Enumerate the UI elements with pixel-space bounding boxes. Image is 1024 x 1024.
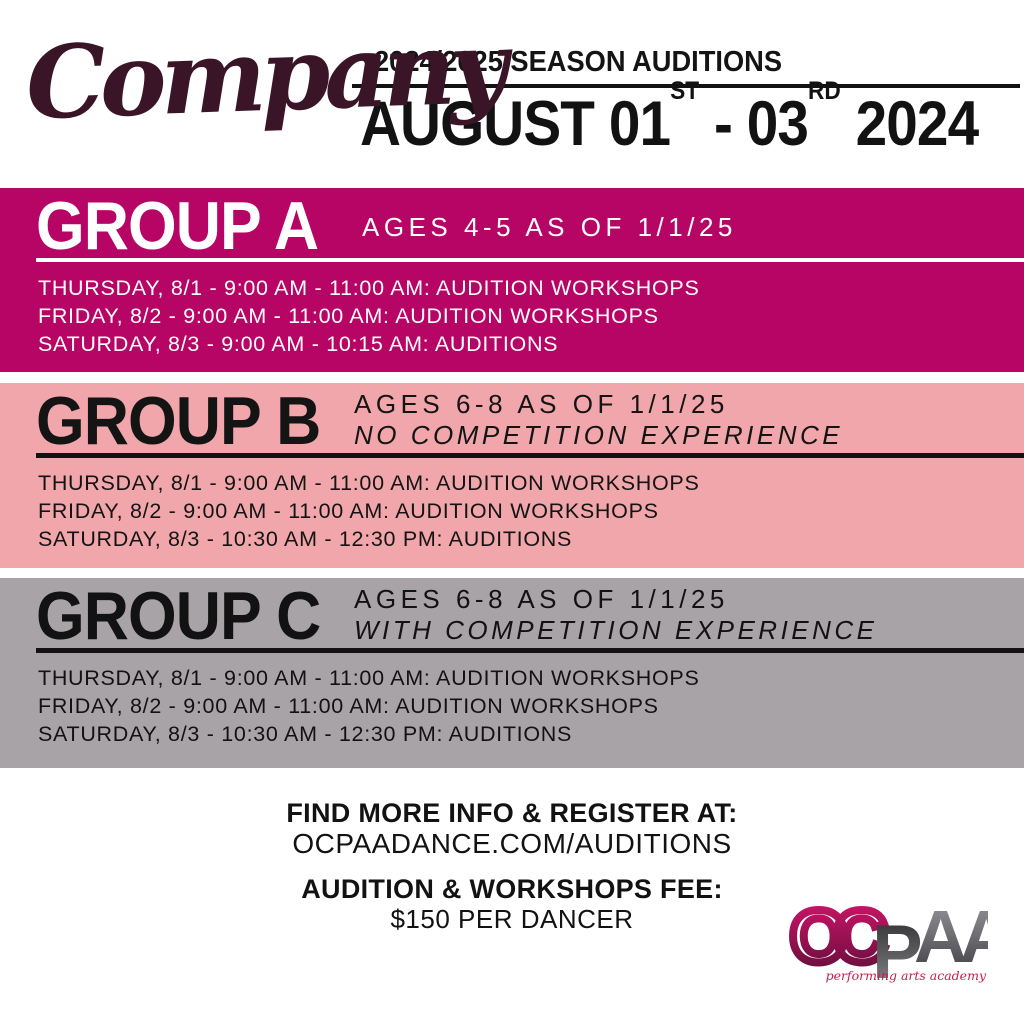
group-b-experience: NO COMPETITION EXPERIENCE [354,420,844,450]
register-url: OCPAADANCE.COM/AUDITIONS [292,828,732,859]
group-c-subtitle: AGES 6-8 AS OF 1/1/25 WITH COMPETITION E… [354,584,878,646]
logo-tagline: performing arts academy [826,968,987,983]
group-b-subtitle: AGES 6-8 AS OF 1/1/25 NO COMPETITION EXP… [354,389,843,451]
group-b-title: GROUP B [36,383,321,459]
group-c-title: GROUP C [36,578,321,654]
schedule-row: SATURDAY, 8/3 - 10:30 AM - 12:30 PM: AUD… [38,722,573,746]
company-script-logo: Company [24,7,504,143]
date-mid: - 03 [713,89,809,159]
date-prefix: AUGUST 01 [360,89,671,159]
group-c-section: GROUP C AGES 6-8 AS OF 1/1/25 WITH COMPE… [0,578,1024,768]
schedule-row: SATURDAY, 8/3 - 9:00 AM - 10:15 AM: AUDI… [38,332,559,356]
group-a-schedule: THURSDAY, 8/1 - 9:00 AM - 11:00 AM: AUDI… [38,274,699,358]
group-b-divider [36,453,1024,458]
logo-aa-letters: AA [914,896,988,978]
logo-p-letter: P [872,910,923,995]
schedule-row: THURSDAY, 8/1 - 9:00 AM - 11:00 AM: AUDI… [38,471,700,495]
group-b-section: GROUP B AGES 6-8 AS OF 1/1/25 NO COMPETI… [0,383,1024,568]
group-a-section: GROUP A AGES 4-5 AS OF 1/1/25 THURSDAY, … [0,188,1024,372]
schedule-row: FRIDAY, 8/2 - 9:00 AM - 11:00 AM: AUDITI… [38,499,659,523]
date-ordinal-st: ST [670,77,700,106]
group-c-divider [36,648,1024,653]
register-info-label: FIND MORE INFO & REGISTER AT: [286,798,738,828]
schedule-row: FRIDAY, 8/2 - 9:00 AM - 11:00 AM: AUDITI… [38,304,659,328]
schedule-row: FRIDAY, 8/2 - 9:00 AM - 11:00 AM: AUDITI… [38,694,659,718]
group-a-divider [36,258,1024,262]
group-b-ages: AGES 6-8 AS OF 1/1/25 [354,389,729,419]
group-a-title: GROUP A [36,188,319,264]
schedule-row: THURSDAY, 8/1 - 9:00 AM - 11:00 AM: AUDI… [38,276,700,300]
group-a-ages: AGES 4-5 AS OF 1/1/25 [362,212,737,242]
group-b-schedule: THURSDAY, 8/1 - 9:00 AM - 11:00 AM: AUDI… [38,469,699,553]
audition-dates: AUGUST 01ST - 03RD 2024 [360,77,979,160]
ocpaa-logo: OC P AA performing arts academy [788,896,988,995]
date-suffix: 2024 [840,89,979,159]
fee-value: $150 PER DANCER [390,904,634,934]
group-c-ages: AGES 6-8 AS OF 1/1/25 [354,584,729,614]
group-c-experience: WITH COMPETITION EXPERIENCE [354,615,878,645]
fee-label: AUDITION & WORKSHOPS FEE: [301,874,723,904]
schedule-row: THURSDAY, 8/1 - 9:00 AM - 11:00 AM: AUDI… [38,666,700,690]
date-ordinal-rd: RD [808,77,841,106]
group-c-schedule: THURSDAY, 8/1 - 9:00 AM - 11:00 AM: AUDI… [38,664,699,748]
group-a-subtitle: AGES 4-5 AS OF 1/1/25 [362,212,737,243]
schedule-row: SATURDAY, 8/3 - 10:30 AM - 12:30 PM: AUD… [38,527,573,551]
header-divider-line [352,84,1020,88]
season-title: 2024/2025 SEASON AUDITIONS [374,46,783,78]
